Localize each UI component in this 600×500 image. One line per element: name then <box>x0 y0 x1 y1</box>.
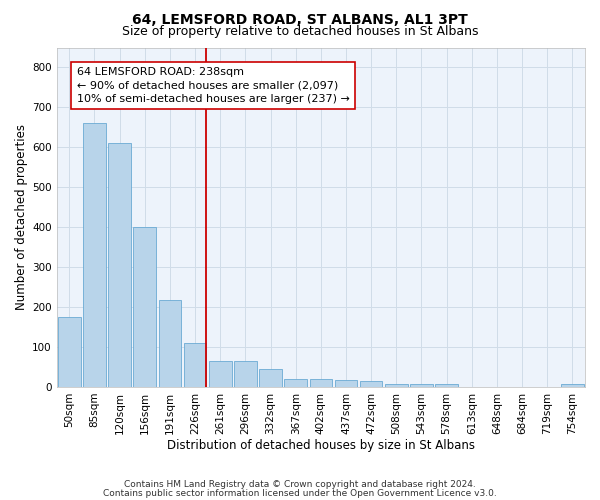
Bar <box>158 300 181 387</box>
Bar <box>58 317 80 387</box>
Bar <box>184 343 206 387</box>
Text: Contains HM Land Registry data © Crown copyright and database right 2024.: Contains HM Land Registry data © Crown c… <box>124 480 476 489</box>
Bar <box>335 380 358 387</box>
Bar <box>108 144 131 387</box>
Bar <box>284 379 307 387</box>
Bar <box>83 124 106 387</box>
Bar <box>360 381 382 387</box>
Bar <box>310 379 332 387</box>
Bar <box>259 369 282 387</box>
Bar <box>410 384 433 387</box>
Text: 64, LEMSFORD ROAD, ST ALBANS, AL1 3PT: 64, LEMSFORD ROAD, ST ALBANS, AL1 3PT <box>132 12 468 26</box>
Bar <box>561 384 584 387</box>
Text: Size of property relative to detached houses in St Albans: Size of property relative to detached ho… <box>122 24 478 38</box>
Text: 64 LEMSFORD ROAD: 238sqm
← 90% of detached houses are smaller (2,097)
10% of sem: 64 LEMSFORD ROAD: 238sqm ← 90% of detach… <box>77 68 350 104</box>
Text: Contains public sector information licensed under the Open Government Licence v3: Contains public sector information licen… <box>103 489 497 498</box>
Bar <box>436 384 458 387</box>
Bar <box>133 227 156 387</box>
Y-axis label: Number of detached properties: Number of detached properties <box>15 124 28 310</box>
X-axis label: Distribution of detached houses by size in St Albans: Distribution of detached houses by size … <box>167 440 475 452</box>
Bar <box>209 361 232 387</box>
Bar <box>385 384 407 387</box>
Bar <box>234 361 257 387</box>
